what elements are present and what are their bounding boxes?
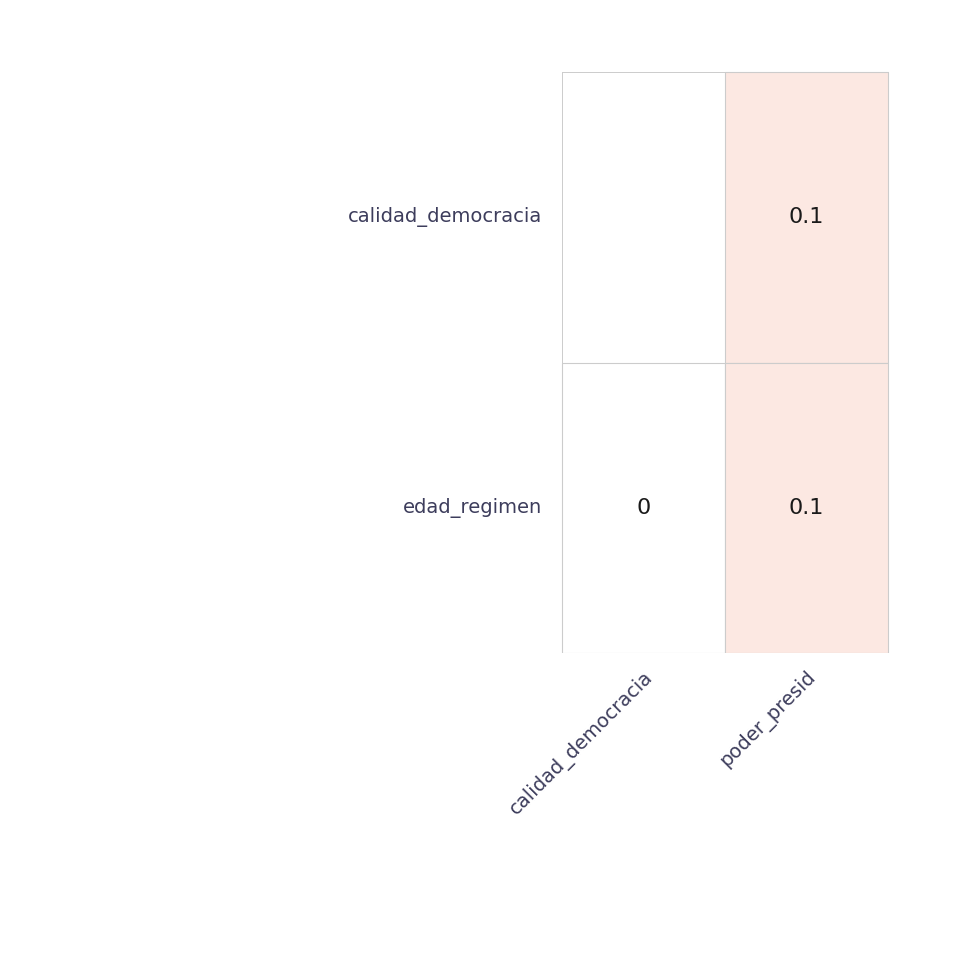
Text: calidad_democracia: calidad_democracia — [506, 667, 658, 819]
Text: edad_regimen: edad_regimen — [403, 497, 542, 517]
Text: 0.1: 0.1 — [788, 207, 824, 228]
Text: poder_presid: poder_presid — [716, 667, 820, 771]
Text: 0: 0 — [636, 497, 651, 517]
Text: 0.1: 0.1 — [788, 497, 824, 517]
Bar — [562, 363, 725, 653]
Bar — [725, 72, 888, 363]
Text: calidad_democracia: calidad_democracia — [348, 207, 542, 228]
Bar — [725, 363, 888, 653]
